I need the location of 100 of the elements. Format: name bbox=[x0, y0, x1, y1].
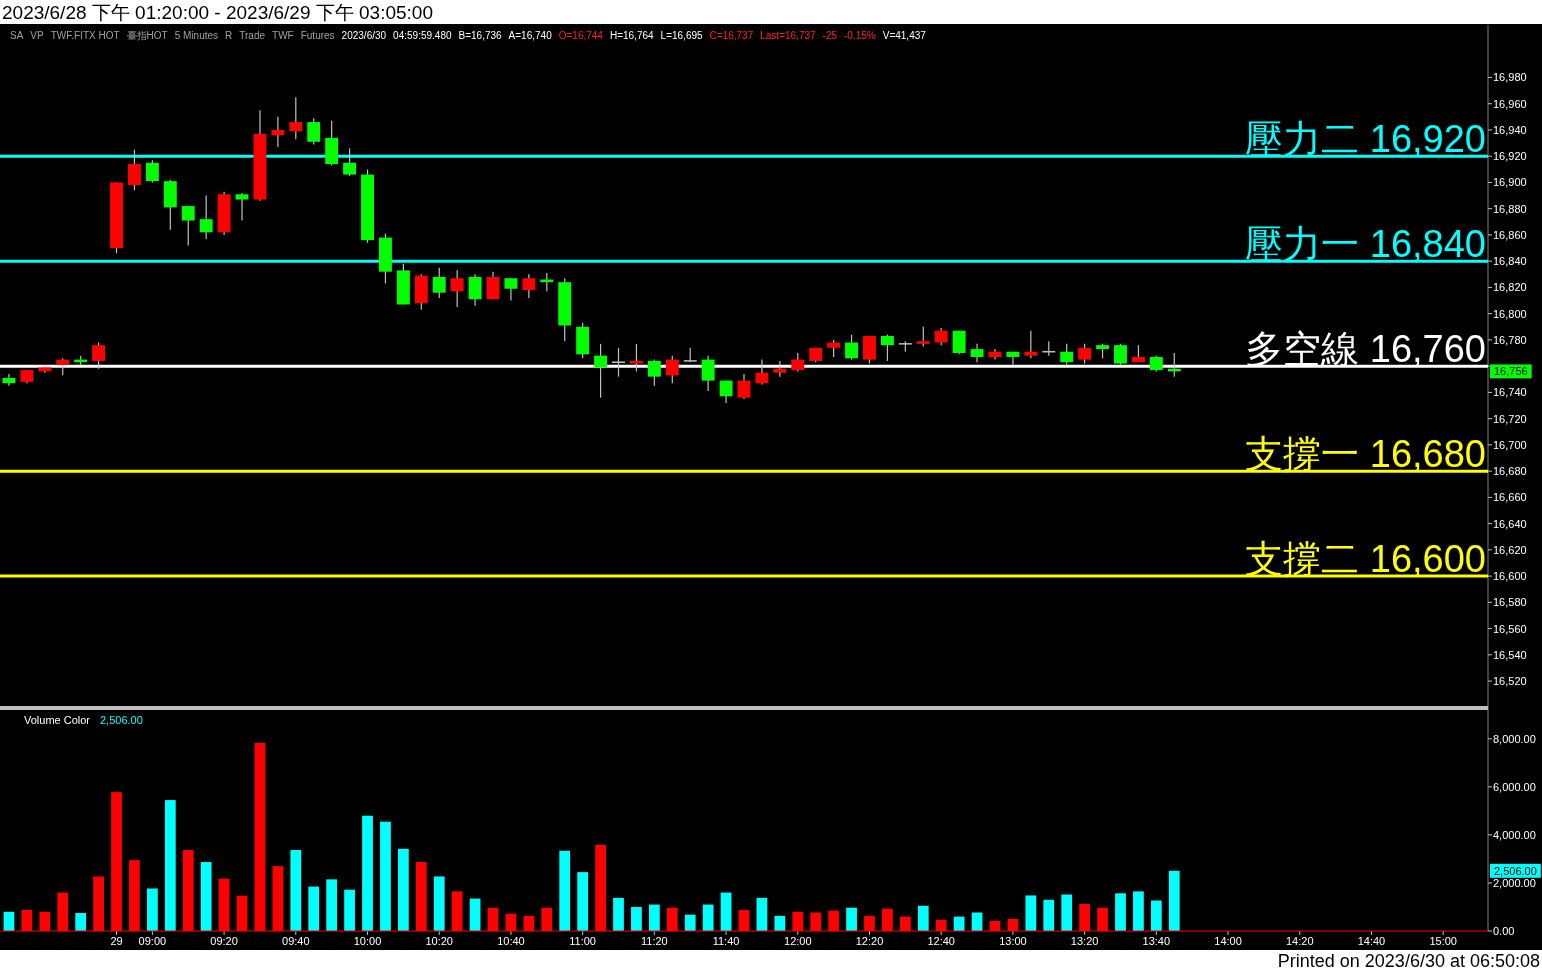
y-tick-label: 16,700 bbox=[1493, 438, 1527, 451]
annotation: -25 bbox=[822, 30, 838, 41]
bar bbox=[326, 879, 338, 931]
bar bbox=[1168, 870, 1180, 931]
candlestick bbox=[629, 343, 643, 372]
candlestick bbox=[307, 117, 321, 145]
bar bbox=[380, 821, 391, 931]
x-tick-label: 11:40 bbox=[712, 935, 740, 947]
bar bbox=[846, 907, 857, 931]
y-tick-label: 16,900 bbox=[1493, 176, 1527, 189]
annotation: Futures bbox=[300, 30, 335, 41]
bar bbox=[774, 915, 786, 931]
x-tick-label: 09:20 bbox=[210, 935, 238, 947]
y-tick-label: 16,680 bbox=[1493, 465, 1527, 478]
y-tick-label: 16,580 bbox=[1493, 596, 1527, 609]
y-tick-label: 16,560 bbox=[1493, 622, 1527, 635]
y-tick-label: 16,960 bbox=[1493, 97, 1527, 110]
bar bbox=[559, 850, 571, 931]
bar bbox=[308, 886, 320, 931]
annotation: R bbox=[225, 30, 233, 41]
x-tick-label: 15:00 bbox=[1429, 935, 1457, 947]
chart-title: Volume Color bbox=[24, 714, 91, 726]
candlestick bbox=[737, 373, 751, 400]
y-tick-label: 16,520 bbox=[1493, 675, 1527, 688]
candlestick bbox=[1006, 351, 1020, 366]
ref-line-label: 多空線 16,760 bbox=[1245, 328, 1486, 371]
x-tick-label: 10:00 bbox=[353, 935, 382, 947]
annotation: Last=16,737 bbox=[760, 30, 817, 41]
candlestick bbox=[450, 269, 464, 308]
candlestick bbox=[235, 192, 249, 222]
bar bbox=[684, 914, 696, 931]
annotation: VP bbox=[30, 30, 45, 41]
x-tick-label: 11:20 bbox=[641, 935, 668, 947]
bar bbox=[953, 916, 965, 931]
annotation: C=16,737 bbox=[709, 30, 754, 41]
y-tick-label: 6,000.00 bbox=[1493, 780, 1536, 793]
candlestick bbox=[845, 334, 859, 361]
bar bbox=[164, 800, 176, 931]
ref-line-label: 支撐二 16,600 bbox=[1245, 538, 1486, 581]
candlestick bbox=[128, 149, 141, 191]
annotation: V=41,437 bbox=[882, 30, 927, 41]
candlestick bbox=[289, 96, 303, 140]
bar bbox=[756, 897, 768, 931]
annotation: O=16,744 bbox=[558, 30, 604, 41]
candlestick bbox=[504, 277, 518, 302]
candlestick bbox=[594, 343, 608, 399]
x-tick-label: 12:00 bbox=[784, 935, 812, 947]
x-tick-label: 14:00 bbox=[1214, 935, 1242, 947]
y-tick-label: 16,860 bbox=[1493, 228, 1527, 241]
y-tick-label: 0.00 bbox=[1493, 925, 1515, 937]
candlestick bbox=[755, 359, 769, 386]
y-tick-label: 16,920 bbox=[1493, 150, 1527, 163]
annotation: L=16,695 bbox=[660, 30, 704, 41]
candlestick bbox=[1078, 343, 1092, 365]
x-tick-label: 14:20 bbox=[1285, 935, 1314, 947]
x-tick-label: 10:20 bbox=[425, 935, 453, 947]
annotation: 臺指HOT bbox=[126, 30, 168, 41]
y-tick-label: 2,000.00 bbox=[1493, 876, 1536, 889]
text: 16,756 bbox=[1494, 365, 1528, 378]
candlestick bbox=[1024, 330, 1038, 359]
candlestick bbox=[432, 267, 446, 299]
candlestick bbox=[199, 194, 213, 240]
x-tick-label: 13:00 bbox=[999, 935, 1027, 947]
bar bbox=[613, 897, 624, 931]
x-tick-label: 29 bbox=[110, 935, 123, 947]
y-tick-label: 16,980 bbox=[1493, 71, 1527, 84]
bar bbox=[917, 905, 929, 931]
candlestick bbox=[1114, 343, 1127, 366]
annotation: H=16,764 bbox=[609, 30, 655, 41]
text: Printed on 2023/6/30 at 06:50:08 bbox=[1277, 951, 1540, 971]
y-tick-label: 16,940 bbox=[1493, 123, 1527, 136]
y-tick-label: 16,540 bbox=[1493, 648, 1527, 661]
candlestick bbox=[468, 273, 482, 307]
candlestick bbox=[92, 341, 106, 370]
annotation: 04:59:59.480 bbox=[393, 30, 452, 41]
annotation: 2023/6/30 bbox=[341, 30, 387, 41]
candlestick bbox=[647, 359, 661, 387]
x-tick-label: 13:20 bbox=[1070, 935, 1099, 947]
x-tick-label: 09:00 bbox=[138, 935, 167, 947]
y-tick-label: 4,000.00 bbox=[1493, 828, 1536, 841]
bar bbox=[577, 872, 589, 931]
bar bbox=[1025, 895, 1037, 931]
bar bbox=[1150, 900, 1162, 931]
y-tick-label: 16,740 bbox=[1493, 386, 1527, 399]
text: 2,506.00 bbox=[1494, 864, 1537, 877]
candlestick bbox=[145, 159, 159, 184]
annotation: B=16,736 bbox=[458, 30, 503, 41]
x-tick-label: 09:40 bbox=[282, 935, 310, 947]
candlestick bbox=[522, 273, 536, 299]
bar bbox=[362, 815, 373, 931]
annotation: TWF.FITX HOT bbox=[50, 30, 120, 41]
candlestick bbox=[665, 355, 679, 384]
bar bbox=[1061, 894, 1073, 931]
annotation: TWF bbox=[272, 30, 294, 41]
x-tick-label: 11:00 bbox=[569, 935, 597, 947]
x-tick-label: 14:40 bbox=[1357, 935, 1386, 947]
y-tick-label: 16,660 bbox=[1493, 491, 1527, 504]
candlestick bbox=[343, 147, 357, 177]
bar bbox=[702, 904, 714, 931]
candlestick bbox=[863, 335, 876, 365]
